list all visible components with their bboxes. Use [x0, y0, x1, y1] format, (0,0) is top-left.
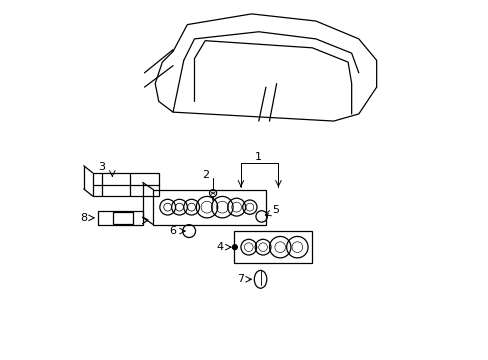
Text: 7: 7	[236, 274, 244, 284]
Text: 1: 1	[255, 153, 262, 162]
Bar	[98, 211, 142, 225]
Bar	[233, 231, 312, 263]
Bar	[113, 212, 132, 224]
Text: 4: 4	[216, 242, 224, 252]
Text: 8: 8	[80, 213, 87, 223]
Circle shape	[232, 245, 237, 249]
Text: 5: 5	[272, 205, 279, 215]
Bar	[153, 190, 265, 225]
Bar	[93, 173, 159, 196]
Text: 3: 3	[98, 162, 105, 172]
Text: 6: 6	[168, 226, 176, 236]
Text: 2: 2	[201, 170, 208, 180]
